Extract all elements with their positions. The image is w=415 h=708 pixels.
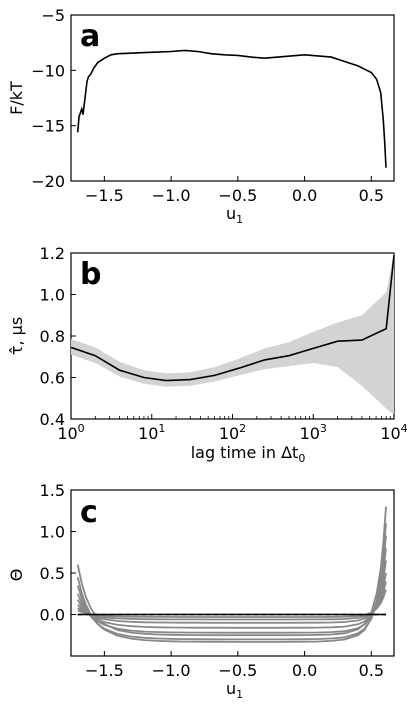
x-tick-label: 0.0 bbox=[292, 186, 317, 205]
x-tick-label: −1.5 bbox=[85, 661, 124, 680]
panel-c: −1.5 −1.0 −0.5 0.0 0.5 0.0 0.5 1.0 1.5 c u1 Θ bbox=[7, 481, 395, 701]
panel-b: 100 101 102 103 104 0.40.60.81.01.2 b lag ti… bbox=[7, 244, 408, 465]
y-tick-label: 0.8 bbox=[40, 327, 65, 346]
panel-b-xlabel: lag time in Δt0 bbox=[191, 443, 306, 465]
y-tick-label: 1.2 bbox=[40, 244, 65, 263]
panel-c-xlabel: u1 bbox=[226, 679, 243, 701]
panel-a-yticks: −20 −15 −10 −5 bbox=[31, 6, 76, 191]
series-line bbox=[76, 535, 387, 641]
y-tick-label: −20 bbox=[31, 172, 65, 191]
series-line bbox=[77, 572, 387, 624]
panel-c-letter: c bbox=[80, 495, 98, 530]
y-tick-label: −10 bbox=[31, 61, 65, 80]
panel-c-ylabel: Θ bbox=[7, 569, 26, 582]
panel-b-yticks: 0.4 0.6 0.8 1.0 1.2 bbox=[40, 244, 76, 429]
panel-a-marks bbox=[76, 49, 387, 168]
x-tick-label: −0.5 bbox=[218, 186, 257, 205]
panel-b-xticks: 100 101 102 103 104 bbox=[57, 414, 408, 443]
x-tick-label: 101 bbox=[138, 422, 165, 443]
panel-b-letter: b bbox=[80, 257, 101, 292]
y-tick-label: 0.0 bbox=[40, 606, 65, 625]
series-line bbox=[76, 49, 387, 168]
y-tick-label: 1.0 bbox=[40, 286, 65, 305]
series-line bbox=[70, 255, 395, 382]
panel-a-xticks: −1.5 −1.0 −0.5 0.0 0.5 bbox=[85, 176, 384, 205]
series-line bbox=[77, 589, 387, 618]
panel-c-yticks: 0.0 0.5 1.0 1.5 bbox=[40, 481, 76, 625]
panel-b-marks bbox=[70, 253, 395, 415]
uncertainty-band bbox=[71, 253, 394, 415]
x-tick-label: −0.5 bbox=[218, 661, 257, 680]
y-tick-label: −5 bbox=[41, 6, 65, 25]
panel-a-axes bbox=[70, 14, 395, 182]
y-tick-label: 0.4 bbox=[40, 410, 65, 429]
x-tick-label: −1.5 bbox=[85, 186, 124, 205]
panel-a-letter: a bbox=[80, 19, 100, 54]
x-tick-label: −1.0 bbox=[152, 661, 191, 680]
x-tick-label: 0.5 bbox=[359, 661, 384, 680]
panel-a: −1.5 −1.0 −0.5 0.0 0.5 −20 −15 −10 −5 a u1 F/kT bbox=[7, 6, 395, 226]
x-tick-label: 103 bbox=[300, 422, 327, 443]
y-tick-label: 0.6 bbox=[40, 369, 65, 388]
x-tick-label: 104 bbox=[380, 422, 407, 443]
y-tick-label: 1.0 bbox=[40, 523, 65, 542]
y-tick-label: 1.5 bbox=[40, 481, 65, 500]
series-line bbox=[76, 560, 387, 629]
panel-a-ylabel: F/kT bbox=[7, 81, 26, 115]
panel-c-marks bbox=[76, 506, 387, 643]
x-tick-label: 102 bbox=[219, 422, 246, 443]
x-tick-label: 0.0 bbox=[292, 661, 317, 680]
y-tick-label: 0.5 bbox=[40, 564, 65, 583]
series-line bbox=[76, 523, 387, 643]
panel-b-ylabel: τ̂, μs bbox=[7, 317, 26, 355]
x-tick-label: −1.0 bbox=[152, 186, 191, 205]
panel-a-xlabel: u1 bbox=[226, 204, 243, 226]
series-line bbox=[76, 547, 387, 634]
series-line bbox=[77, 581, 387, 621]
panel-c-xticks: −1.5 −1.0 −0.5 0.0 0.5 bbox=[85, 651, 384, 680]
x-tick-label: 0.5 bbox=[359, 186, 384, 205]
y-tick-label: −15 bbox=[31, 117, 65, 136]
